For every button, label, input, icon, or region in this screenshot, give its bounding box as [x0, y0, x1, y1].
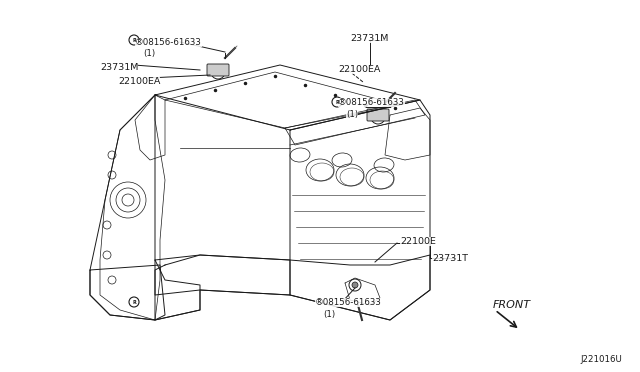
FancyBboxPatch shape [367, 109, 389, 121]
Text: 22100EA: 22100EA [338, 65, 380, 74]
Circle shape [332, 97, 342, 107]
Text: (1): (1) [346, 110, 358, 119]
Text: R: R [335, 99, 339, 105]
Circle shape [129, 35, 139, 45]
Circle shape [129, 297, 139, 307]
Text: 23731M: 23731M [350, 34, 388, 43]
Text: ®08156-61633: ®08156-61633 [338, 98, 405, 107]
Text: R: R [132, 299, 136, 305]
Text: 23731M: 23731M [100, 63, 138, 72]
Text: ®08156-61633: ®08156-61633 [315, 298, 382, 307]
Text: 22100EA: 22100EA [118, 77, 161, 86]
Circle shape [374, 113, 381, 121]
Text: (1): (1) [323, 310, 335, 319]
FancyBboxPatch shape [207, 64, 229, 76]
Text: 22100E: 22100E [400, 237, 436, 246]
Circle shape [214, 68, 221, 76]
Text: FRONT: FRONT [493, 300, 531, 310]
Text: 23731T: 23731T [432, 254, 468, 263]
Text: (1): (1) [143, 49, 155, 58]
Text: ®08156-61633: ®08156-61633 [135, 38, 202, 47]
Text: R: R [132, 38, 136, 42]
Circle shape [352, 282, 358, 288]
Text: J221016U: J221016U [580, 355, 622, 364]
